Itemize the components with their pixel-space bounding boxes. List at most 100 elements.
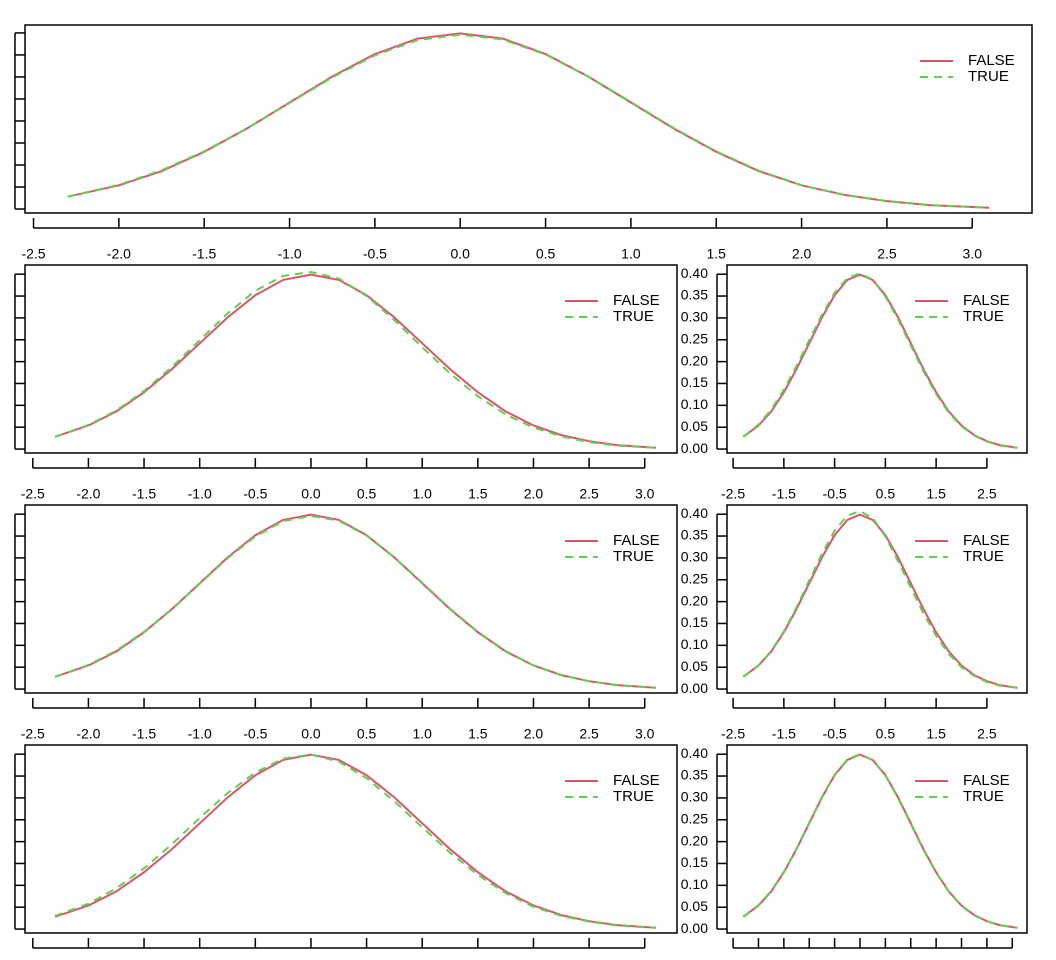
y-tick-label: 0.20 xyxy=(681,592,708,608)
series-line xyxy=(742,753,1018,929)
series-line xyxy=(742,272,1018,449)
y-tick-label: 0.10 xyxy=(681,636,708,652)
y-tick-label: 0.05 xyxy=(681,658,708,674)
legend-label: TRUE xyxy=(968,68,1009,85)
y-tick-label: 0.05 xyxy=(681,418,708,434)
x-tick-label: 2.0 xyxy=(524,726,544,742)
x-tick-label: -1.5 xyxy=(132,486,156,502)
x-tick-label: -2.0 xyxy=(107,246,131,262)
x-tick-label: 3.0 xyxy=(963,246,983,262)
x-tick-label: 1.5 xyxy=(468,486,488,502)
y-tick-label: 0.40 xyxy=(681,745,708,761)
x-tick-label: 2.5 xyxy=(579,486,599,502)
x-tick-label: -2.0 xyxy=(76,726,100,742)
legend-label: FALSE xyxy=(963,772,1010,789)
x-tick-label: 3.0 xyxy=(635,486,655,502)
plot-box xyxy=(24,744,678,934)
x-tick-label: -0.5 xyxy=(243,726,267,742)
series-line xyxy=(54,753,656,929)
legend-label: FALSE xyxy=(613,292,660,309)
x-tick-label: 2.0 xyxy=(524,486,544,502)
y-tick-label: 0.40 xyxy=(681,265,708,281)
legend-label: FALSE xyxy=(963,532,1010,549)
plot-box xyxy=(24,24,1033,214)
legend-label: TRUE xyxy=(963,308,1004,325)
y-tick-label: 0.35 xyxy=(681,527,708,543)
x-tick-label: 0.5 xyxy=(876,486,896,502)
y-tick-label: 0.10 xyxy=(681,876,708,892)
x-tick-label: -1.0 xyxy=(277,246,301,262)
legend-label: FALSE xyxy=(968,52,1015,69)
x-tick-label: 1.5 xyxy=(926,726,946,742)
x-tick-label: -1.5 xyxy=(772,486,796,502)
x-tick-label: -1.5 xyxy=(772,726,796,742)
x-tick-label: -2.5 xyxy=(21,726,45,742)
y-tick-label: 0.05 xyxy=(681,898,708,914)
legend-label: TRUE xyxy=(613,788,654,805)
y-tick-label: 0.30 xyxy=(681,309,708,325)
y-tick-label: 0.00 xyxy=(681,440,708,456)
x-tick-label: -2.0 xyxy=(76,486,100,502)
y-tick-label: 0.40 xyxy=(681,505,708,521)
x-tick-label: 2.5 xyxy=(877,246,897,262)
x-tick-label: -1.0 xyxy=(188,726,212,742)
y-tick-label: 0.00 xyxy=(681,920,708,936)
x-tick-label: 1.5 xyxy=(926,486,946,502)
legend-label: FALSE xyxy=(613,772,660,789)
x-tick-label: -0.5 xyxy=(823,486,847,502)
x-tick-label: -1.5 xyxy=(192,246,216,262)
legend-label: TRUE xyxy=(963,788,1004,805)
series-line xyxy=(67,32,990,209)
x-tick-label: -1.0 xyxy=(188,486,212,502)
x-tick-label: 0.5 xyxy=(536,246,556,262)
x-tick-label: 2.5 xyxy=(977,486,997,502)
plot-box xyxy=(24,264,678,454)
x-tick-label: -0.5 xyxy=(243,486,267,502)
x-tick-label: 0.5 xyxy=(876,726,896,742)
legend-label: FALSE xyxy=(613,532,660,549)
series-line xyxy=(54,514,656,689)
y-tick-label: 0.25 xyxy=(681,330,708,346)
x-tick-label: 0.0 xyxy=(301,486,321,502)
y-tick-label: 0.20 xyxy=(681,832,708,848)
x-tick-label: -0.5 xyxy=(823,726,847,742)
y-tick-label: 0.10 xyxy=(681,396,708,412)
y-tick-label: 0.35 xyxy=(681,287,708,303)
x-tick-label: 1.0 xyxy=(412,486,432,502)
x-tick-label: 2.5 xyxy=(977,726,997,742)
x-tick-label: -2.5 xyxy=(21,246,45,262)
x-tick-label: 1.0 xyxy=(621,246,641,262)
plot-box xyxy=(726,744,1028,934)
legend-label: TRUE xyxy=(613,308,654,325)
x-tick-label: 0.0 xyxy=(450,246,470,262)
y-tick-label: 0.25 xyxy=(681,570,708,586)
x-tick-label: -0.5 xyxy=(363,246,387,262)
x-tick-label: 1.0 xyxy=(412,726,432,742)
x-tick-label: 3.0 xyxy=(635,726,655,742)
series-line xyxy=(742,510,1018,689)
legend-label: FALSE xyxy=(963,292,1010,309)
y-tick-label: 0.25 xyxy=(681,810,708,826)
y-tick-label: 0.30 xyxy=(681,549,708,565)
plot-box xyxy=(726,504,1028,694)
plot-box xyxy=(24,504,678,694)
y-tick-label: 0.00 xyxy=(681,680,708,696)
y-tick-label: 0.15 xyxy=(681,614,708,630)
x-tick-label: 0.0 xyxy=(301,726,321,742)
series-line xyxy=(67,33,990,209)
series-line xyxy=(54,270,656,449)
x-tick-label: -2.5 xyxy=(721,726,745,742)
x-tick-label: 1.5 xyxy=(468,726,488,742)
legend-label: TRUE xyxy=(613,548,654,565)
y-tick-label: 0.15 xyxy=(681,854,708,870)
x-tick-label: -2.5 xyxy=(721,486,745,502)
y-tick-label: 0.35 xyxy=(681,767,708,783)
y-tick-label: 0.20 xyxy=(681,352,708,368)
y-tick-label: 0.30 xyxy=(681,789,708,805)
plot-box xyxy=(726,264,1028,454)
x-tick-label: 2.5 xyxy=(579,726,599,742)
x-tick-label: 2.0 xyxy=(792,246,812,262)
x-tick-label: 0.5 xyxy=(357,486,377,502)
x-tick-label: -1.5 xyxy=(132,726,156,742)
